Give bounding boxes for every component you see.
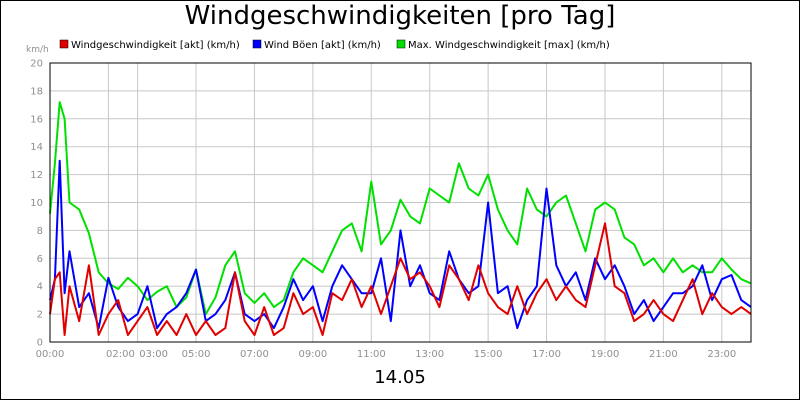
y-tick-label: 2 bbox=[37, 310, 43, 321]
x-tick-label: 05:00 bbox=[182, 349, 211, 360]
chart-title: Windgeschwindigkeiten [pro Tag] bbox=[184, 1, 616, 31]
legend-swatch bbox=[252, 39, 262, 49]
y-tick-label: 6 bbox=[37, 254, 43, 265]
x-tick-label: 02:00 bbox=[106, 349, 135, 360]
y-tick-label: 16 bbox=[30, 114, 43, 125]
x-tick-label: 21:00 bbox=[649, 349, 678, 360]
y-tick-label: 10 bbox=[30, 198, 43, 209]
legend-swatch bbox=[396, 39, 406, 49]
y-tick-label: 8 bbox=[37, 226, 43, 237]
series-line-2 bbox=[49, 222, 752, 336]
x-tick-label: 17:00 bbox=[532, 349, 561, 360]
y-tick-labels: 0 2 4 6 8 10 12 14 16 18 20 bbox=[30, 59, 43, 349]
y-tick-label: 12 bbox=[30, 170, 43, 181]
legend-label: Wind Böen [akt] (km/h) bbox=[264, 40, 381, 51]
x-tick-label: 19:00 bbox=[591, 349, 620, 360]
legend-swatch bbox=[59, 39, 69, 49]
x-tick-label: 00:00 bbox=[36, 349, 65, 360]
x-tick-label: 13:00 bbox=[415, 349, 444, 360]
legend: Windgeschwindigkeit [akt] (km/h) Wind Böe… bbox=[59, 39, 610, 51]
y-tick-label: 20 bbox=[30, 59, 43, 70]
series-lines bbox=[49, 101, 752, 336]
x-tick-label: 07:00 bbox=[240, 349, 269, 360]
legend-label: Windgeschwindigkeit [akt] (km/h) bbox=[71, 40, 240, 51]
x-tick-label: 09:00 bbox=[298, 349, 327, 360]
y-tick-label: 14 bbox=[30, 142, 43, 153]
y-tick-label: 4 bbox=[37, 282, 43, 293]
series-line-1 bbox=[49, 159, 752, 330]
plot-border bbox=[49, 62, 752, 343]
x-tick-label: 03:00 bbox=[139, 349, 168, 360]
y-axis-unit-label: km/h bbox=[26, 45, 49, 55]
x-tick-labels: 00:00 02:00 03:00 05:00 07:00 09:00 11:00 13:00… bbox=[36, 349, 737, 360]
x-axis-label: 14.05 bbox=[374, 367, 426, 388]
x-tick-label: 15:00 bbox=[474, 349, 503, 360]
y-tick-label: 18 bbox=[30, 86, 43, 97]
y-tick-label: 0 bbox=[37, 338, 43, 349]
legend-label: Max. Windgeschwindigkeit [max] (km/h) bbox=[408, 40, 610, 51]
x-tick-label: 23:00 bbox=[707, 349, 736, 360]
x-tick-label: 11:00 bbox=[357, 349, 386, 360]
